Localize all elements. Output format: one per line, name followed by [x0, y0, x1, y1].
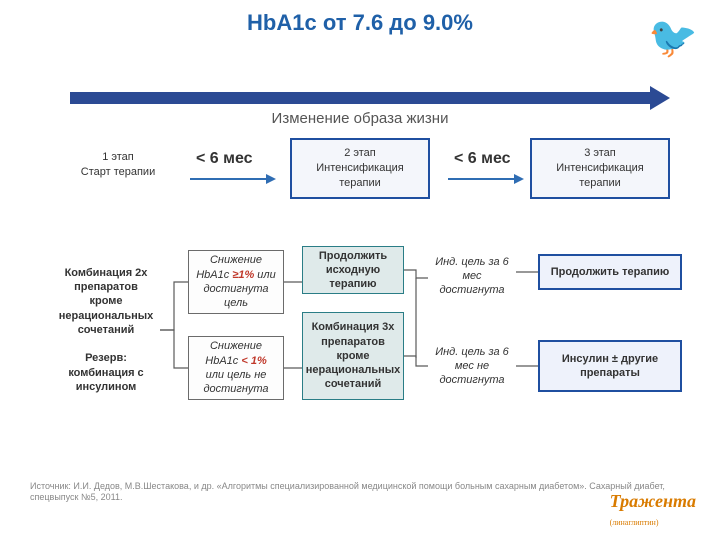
stage-row: 1 этапСтарт терапии < 6 мес 2 этапИнтенс… — [0, 138, 720, 202]
arrow-head — [650, 86, 670, 110]
source-citation: Источник: И.И. Дедов, М.В.Шестакова, и д… — [30, 481, 690, 504]
flow-area: Комбинация 2х препаратов кроме нерациона… — [0, 250, 720, 460]
goal-ok-box: Инд. цель за 6 мес достигнута — [428, 250, 516, 302]
arrow-bar — [70, 92, 650, 104]
brand-logo: Тражента (линаглиптин) — [610, 491, 696, 530]
combo3-box: Комбинация 3х препаратов кроме нерациона… — [302, 312, 404, 400]
txt: или цель не достигнута — [203, 369, 268, 395]
continue-1-box: Продолжить исходную терапию — [302, 246, 404, 294]
continue-2-box: Продолжить терапию — [538, 254, 682, 290]
stage-1: 1 этапСтарт терапии — [68, 144, 168, 186]
brand-sub: (линаглиптин) — [610, 518, 659, 527]
start-box: Комбинация 2х препаратов кроме нерациона… — [52, 270, 160, 390]
lifestyle-label: Изменение образа жизни — [0, 110, 720, 127]
lifestyle-arrow — [70, 86, 670, 110]
duration-2: < 6 мес — [454, 150, 511, 168]
insulin-box: Инсулин ± другие препараты — [538, 340, 682, 392]
decrease-no-box: Снижение HbA1c < 1% или цель не достигну… — [188, 336, 284, 400]
threshold-ok: ≥1% — [232, 269, 254, 281]
stage-arrow-1 — [190, 178, 268, 180]
slide: 🐦 HbA1c от 7.6 до 9.0% Изменение образа … — [0, 0, 720, 540]
decrease-ok-box: Снижение HbA1c ≥1% или достигнута цель — [188, 250, 284, 314]
goal-no-box: Инд. цель за 6 мес не достигнута — [428, 336, 516, 396]
stage-2: 2 этапИнтенсификация терапии — [290, 138, 430, 199]
threshold-no: < 1% — [241, 355, 266, 367]
brand-name: Тражента — [610, 491, 696, 511]
stage-arrow-2 — [448, 178, 516, 180]
slide-title: HbA1c от 7.6 до 9.0% — [0, 10, 720, 36]
duration-1: < 6 мес — [196, 150, 253, 168]
stage-3: 3 этапИнтенсификация терапии — [530, 138, 670, 199]
